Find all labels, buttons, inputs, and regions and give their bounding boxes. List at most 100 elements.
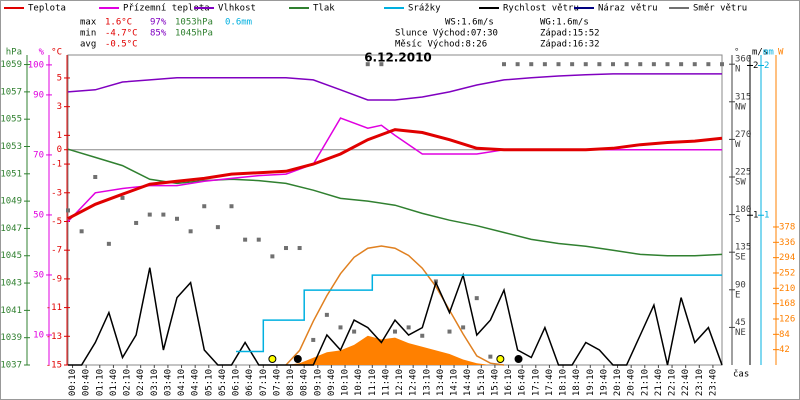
direction-point: [311, 337, 316, 342]
direction-point: [570, 62, 575, 67]
y-tick-label: -13: [46, 332, 62, 342]
direction-point: [243, 237, 248, 242]
y-tick-label: 1055: [0, 115, 22, 125]
direction-point: [393, 329, 397, 334]
y-tick-label: 30: [33, 270, 44, 280]
x-tick-label: 23:10: [695, 369, 705, 396]
direction-point: [692, 62, 697, 67]
x-tick-label: 17:10: [531, 369, 541, 396]
compass-label: NW: [735, 102, 746, 112]
y-tick-label: 294: [779, 253, 795, 263]
direction-point: [352, 329, 357, 334]
x-tick-label: 04:40: [191, 369, 201, 396]
y-tick-label: -5: [51, 217, 62, 227]
series-line: [67, 148, 723, 257]
axis-unit: °: [734, 48, 739, 58]
axis-unit: m/s: [752, 48, 768, 58]
x-tick-label: 10:10: [341, 369, 351, 396]
stat: 1045hPa: [175, 29, 213, 39]
y-tick-label: 315: [735, 92, 751, 102]
y-tick-label: -15: [46, 361, 62, 371]
stat: min: [80, 29, 96, 39]
y-tick-label: -11: [46, 303, 62, 313]
y-tick-label: 1: [764, 211, 769, 221]
y-tick-label: 90: [735, 280, 746, 290]
y-tick-label: 1057: [0, 87, 22, 97]
y-tick-label: 1: [57, 131, 62, 141]
axis-unit: hPa: [6, 48, 22, 58]
legend-label: Přízemní teplota: [123, 4, 210, 14]
x-axis-label: čas: [733, 369, 749, 380]
direction-point: [638, 62, 643, 67]
series-line: [285, 245, 505, 366]
direction-point: [651, 62, 656, 67]
x-tick-label: 13:40: [436, 369, 446, 396]
y-tick-label: 336: [779, 238, 795, 248]
direction-point: [556, 62, 561, 67]
direction-point: [338, 325, 343, 330]
x-tick-label: 15:40: [490, 369, 500, 396]
legend-label: Rychlost větru: [503, 4, 579, 14]
y-tick-label: 2: [764, 61, 769, 71]
x-tick-label: 07:10: [259, 369, 269, 396]
x-tick-label: 20:40: [627, 369, 637, 396]
direction-point: [420, 333, 425, 338]
y-tick-label: 1045: [0, 251, 22, 261]
stat: -0.5°C: [105, 40, 138, 50]
y-tick-label: 45: [735, 318, 746, 328]
x-tick-label: 14:10: [450, 369, 460, 396]
x-tick-label: 08:40: [300, 369, 310, 396]
y-tick-label: -9: [51, 274, 62, 284]
x-tick-label: 21:40: [654, 369, 664, 396]
y-tick-label: 1053: [0, 142, 22, 152]
y-tick-label: 180: [735, 205, 751, 215]
x-tick-label: 22:10: [668, 369, 678, 396]
direction-point: [270, 254, 275, 259]
direction-point: [365, 62, 370, 67]
direction-point: [66, 208, 70, 213]
stat: avg: [80, 40, 96, 50]
y-tick-label: 100: [28, 60, 44, 70]
direction-point: [679, 62, 684, 67]
x-tick-label: 14:40: [463, 369, 473, 396]
stat: 1.6°C: [105, 18, 132, 28]
solar-area: [286, 335, 491, 365]
info: WG:1.6m/s: [540, 18, 589, 28]
x-tick-label: 01:40: [109, 369, 119, 396]
stat: 85%: [150, 29, 167, 39]
y-tick-label: 84: [779, 330, 790, 340]
y-tick-label: 225: [735, 167, 751, 177]
x-tick-label: 19:40: [599, 369, 609, 396]
direction-point: [406, 325, 411, 330]
series-line: [236, 274, 722, 353]
legend-label: Náraz větru: [598, 4, 658, 14]
direction-point: [665, 62, 670, 67]
y-tick-label: 90: [33, 90, 44, 100]
y-tick-label: 126: [779, 314, 795, 324]
x-tick-label: 11:40: [381, 369, 391, 396]
sun-moon-marker: [496, 355, 505, 363]
x-tick-label: 02:10: [123, 369, 133, 396]
direction-point: [379, 62, 384, 67]
y-tick-label: 270: [735, 130, 751, 140]
x-tick-label: 03:10: [150, 369, 160, 396]
x-tick-label: 21:10: [640, 369, 650, 396]
legend-label: Směr větru: [693, 4, 747, 14]
direction-point: [120, 195, 125, 200]
info: Měsíc Východ:8:26: [395, 40, 487, 50]
axis-unit: %: [39, 48, 45, 58]
direction-point: [284, 246, 288, 251]
direction-point: [147, 212, 152, 217]
x-tick-label: 05:10: [204, 369, 214, 396]
x-tick-label: 00:40: [82, 369, 92, 396]
direction-point: [720, 62, 724, 67]
direction-point: [229, 204, 234, 209]
compass-label: N: [735, 65, 740, 75]
direction-point: [93, 174, 98, 179]
compass-label: SE: [735, 253, 746, 263]
y-tick-label: 135: [735, 243, 751, 253]
direction-point: [597, 62, 602, 67]
direction-point: [79, 229, 84, 234]
chart-title: 6.12.2010: [364, 51, 432, 65]
y-tick-label: 378: [779, 222, 795, 232]
